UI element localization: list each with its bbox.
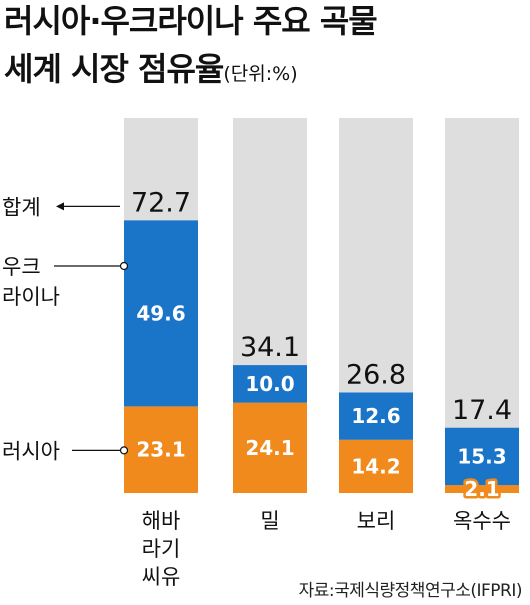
category-label: 밀 xyxy=(260,509,279,533)
bar-segment-russia xyxy=(445,485,519,493)
bar-segment-ukraine xyxy=(339,392,413,440)
annotation-ukraine: 우크 라이나 xyxy=(2,255,60,309)
annotation-ukraine-dot xyxy=(119,261,129,271)
data-label-russia: 2.1 xyxy=(464,477,499,501)
chart-title: 러시아·우크라이나 주요 곡물 xyxy=(4,2,378,40)
data-label-ukraine: 15.3 xyxy=(457,444,506,468)
bar-segment-russia xyxy=(339,439,413,493)
data-label-ukraine: 49.6 xyxy=(136,301,185,325)
data-label-russia: 14.2 xyxy=(351,454,400,478)
chart-title-line2: 세계 시장 점유율(단위:%) xyxy=(4,50,298,93)
annotation-total: 합계 xyxy=(2,195,41,219)
category-label: 보리 xyxy=(357,509,396,533)
category-label: 해바 라기 씨유 xyxy=(142,509,181,589)
annotation-russia: 러시아 xyxy=(2,439,60,463)
source-note: 자료:국제식량정책연구소(IFPRI) xyxy=(298,581,523,601)
chart-title-text: 세계 시장 점유율 xyxy=(4,50,224,88)
data-label-ukraine: 12.6 xyxy=(351,404,400,428)
data-label-total: 72.7 xyxy=(131,187,191,218)
bar-segment-russia xyxy=(233,402,307,493)
category-label: 옥수수 xyxy=(453,509,511,533)
bar-segment-ukraine xyxy=(233,365,307,403)
data-label-total: 34.1 xyxy=(240,332,300,363)
data-label-russia: 24.1 xyxy=(245,436,294,460)
bar-segment-ukraine xyxy=(445,427,519,486)
unit-label: (단위:%) xyxy=(223,63,298,85)
data-label-ukraine: 10.0 xyxy=(245,372,294,396)
data-label-total: 17.4 xyxy=(452,395,512,426)
bar-segment-ukraine xyxy=(124,220,198,407)
annotation-russia-dot xyxy=(119,446,129,455)
data-label-total: 26.8 xyxy=(346,360,406,391)
bar-segment-russia xyxy=(124,406,198,493)
data-label-russia: 23.1 xyxy=(136,438,185,462)
annotation-total-arrow xyxy=(56,202,64,211)
